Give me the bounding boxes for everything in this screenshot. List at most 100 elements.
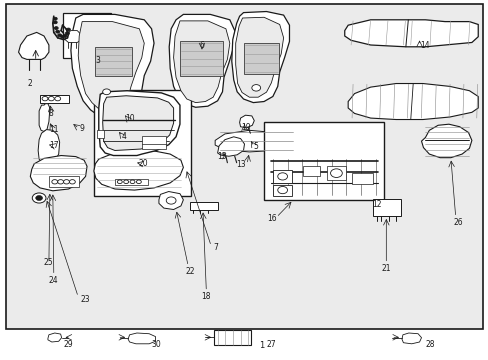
Text: 20: 20	[138, 159, 148, 168]
Circle shape	[90, 24, 96, 28]
Text: 5: 5	[253, 142, 258, 151]
Polygon shape	[344, 20, 477, 47]
Text: 3: 3	[95, 55, 100, 65]
Polygon shape	[239, 115, 254, 128]
Polygon shape	[217, 137, 244, 156]
Circle shape	[66, 28, 70, 31]
Bar	[49, 176, 79, 187]
Bar	[272, 170, 292, 183]
Bar	[180, 41, 223, 76]
Text: 1: 1	[259, 341, 264, 350]
Polygon shape	[30, 156, 87, 191]
Text: 17: 17	[49, 141, 59, 150]
Polygon shape	[78, 22, 144, 111]
Bar	[91, 49, 96, 52]
Circle shape	[53, 17, 57, 20]
Bar	[97, 130, 103, 138]
Polygon shape	[347, 84, 477, 120]
Text: 7: 7	[213, 243, 218, 252]
Polygon shape	[38, 130, 60, 165]
Circle shape	[69, 180, 75, 184]
Polygon shape	[102, 96, 173, 150]
Polygon shape	[48, 333, 61, 342]
Polygon shape	[215, 130, 298, 152]
Polygon shape	[65, 31, 81, 42]
Polygon shape	[159, 192, 183, 210]
Circle shape	[52, 180, 58, 184]
Circle shape	[61, 35, 64, 38]
Text: 14: 14	[420, 41, 429, 50]
Text: 21: 21	[381, 264, 390, 273]
Bar	[142, 136, 166, 149]
Bar	[351, 173, 372, 184]
Circle shape	[65, 32, 69, 35]
Text: 26: 26	[453, 217, 463, 227]
Circle shape	[90, 31, 96, 35]
Circle shape	[130, 180, 135, 184]
Circle shape	[48, 96, 54, 101]
Text: 25: 25	[43, 258, 53, 266]
Circle shape	[166, 197, 176, 204]
Text: 23: 23	[81, 295, 90, 304]
Bar	[326, 166, 346, 180]
Circle shape	[63, 34, 67, 37]
Text: 30: 30	[151, 341, 161, 349]
Circle shape	[330, 169, 342, 177]
Circle shape	[36, 195, 42, 201]
Polygon shape	[71, 14, 154, 118]
Text: 2: 2	[28, 79, 33, 88]
Circle shape	[117, 180, 122, 184]
Polygon shape	[39, 104, 50, 131]
Text: 12: 12	[371, 200, 381, 209]
Bar	[303, 166, 320, 176]
Polygon shape	[94, 150, 183, 190]
Text: 18: 18	[201, 292, 211, 301]
Circle shape	[54, 27, 58, 30]
Bar	[115, 179, 148, 185]
Text: 4: 4	[121, 132, 126, 140]
Circle shape	[32, 193, 46, 203]
Text: 16: 16	[267, 214, 277, 223]
Circle shape	[56, 30, 60, 33]
Circle shape	[58, 180, 63, 184]
Text: 19: 19	[241, 122, 250, 131]
Circle shape	[277, 173, 287, 180]
Text: 13: 13	[235, 160, 245, 169]
Text: 27: 27	[265, 341, 275, 349]
Circle shape	[63, 180, 69, 184]
Text: 29: 29	[63, 341, 73, 349]
Polygon shape	[231, 12, 289, 103]
Circle shape	[90, 38, 96, 42]
Polygon shape	[128, 333, 155, 344]
Bar	[40, 95, 69, 103]
Polygon shape	[421, 124, 471, 158]
Bar	[94, 90, 190, 196]
Text: 8: 8	[49, 109, 54, 118]
Circle shape	[42, 96, 48, 101]
Text: 24: 24	[49, 276, 59, 285]
Text: 11: 11	[49, 125, 59, 134]
Bar	[244, 43, 278, 74]
Text: 10: 10	[124, 113, 134, 122]
Text: 15: 15	[216, 152, 226, 161]
Polygon shape	[169, 14, 234, 107]
Circle shape	[123, 180, 128, 184]
Bar	[189, 202, 218, 210]
Circle shape	[277, 186, 287, 194]
Bar	[214, 330, 250, 345]
Text: 6: 6	[199, 41, 204, 50]
Polygon shape	[401, 333, 421, 344]
Circle shape	[55, 96, 61, 101]
Polygon shape	[19, 32, 49, 59]
Polygon shape	[99, 91, 180, 156]
Circle shape	[58, 34, 61, 37]
Polygon shape	[235, 17, 283, 97]
Circle shape	[53, 21, 57, 24]
Text: 28: 28	[425, 341, 434, 349]
Circle shape	[251, 85, 260, 91]
Bar	[272, 185, 292, 196]
Circle shape	[102, 89, 110, 95]
Text: 22: 22	[185, 266, 195, 276]
Bar	[372, 199, 400, 216]
Text: 9: 9	[79, 124, 84, 133]
